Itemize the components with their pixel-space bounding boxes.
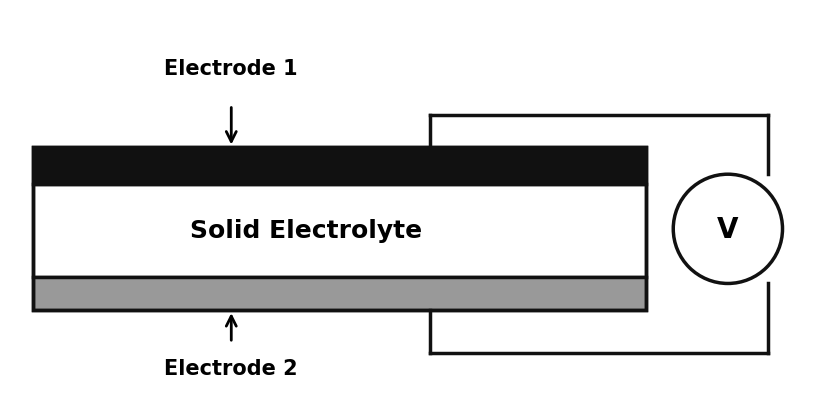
Text: Electrode 2: Electrode 2 [165,358,298,378]
Text: Solid Electrolyte: Solid Electrolyte [190,219,422,243]
Text: Electrode 1: Electrode 1 [165,59,298,79]
Circle shape [673,175,782,284]
Text: V: V [717,215,739,243]
Bar [33,148,646,185]
Bar [33,277,646,310]
Bar [33,148,646,310]
Bar [33,185,646,277]
